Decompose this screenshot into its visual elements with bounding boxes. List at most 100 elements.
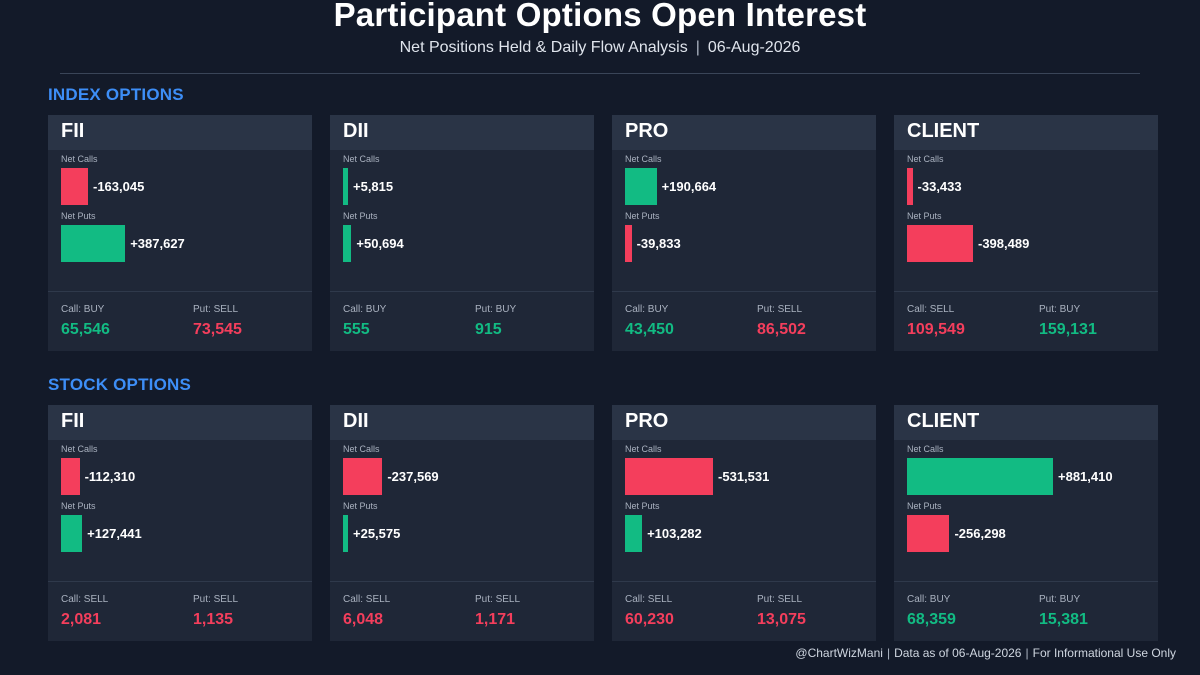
participant-card-dii: DII Net Calls +5,815 Net Puts +50,694 Call: B… xyxy=(330,115,594,351)
subtitle-text: Net Positions Held & Daily Flow Analysis xyxy=(399,39,688,56)
net-calls-bar xyxy=(343,168,348,205)
call-flow-value: 65,546 xyxy=(61,321,110,338)
call-flow-label: Call: SELL xyxy=(61,594,109,605)
section-title: STOCK OPTIONS xyxy=(48,375,192,394)
card-divider xyxy=(612,291,876,292)
section-title: INDEX OPTIONS xyxy=(48,85,184,104)
net-puts-label: Net Puts xyxy=(61,501,96,511)
put-flow-value: 86,502 xyxy=(757,321,806,338)
page-title: Participant Options Open Interest xyxy=(333,0,867,33)
put-flow-value: 1,135 xyxy=(193,611,234,628)
call-flow-label: Call: BUY xyxy=(61,304,105,315)
net-calls-bar xyxy=(343,458,383,495)
card-title: PRO xyxy=(612,115,876,150)
net-calls-label: Net Calls xyxy=(907,444,944,454)
net-puts-value: -256,298 xyxy=(954,526,1006,541)
net-puts-bar xyxy=(343,515,348,552)
participant-card-pro: PRO Net Calls +190,664 Net Puts -39,833 Call:… xyxy=(612,115,876,351)
put-flow-value: 1,171 xyxy=(475,611,516,628)
net-calls-value: -163,045 xyxy=(93,179,145,194)
card-title: CLIENT xyxy=(894,405,1158,440)
net-puts-value: +387,627 xyxy=(130,236,185,251)
put-flow-label: Put: SELL xyxy=(475,594,521,605)
card-divider xyxy=(48,291,312,292)
card-divider xyxy=(330,581,594,582)
net-puts-label: Net Puts xyxy=(625,501,660,511)
put-flow-label: Put: SELL xyxy=(193,594,239,605)
net-puts-value: -39,833 xyxy=(636,236,681,251)
card-divider xyxy=(894,291,1158,292)
put-flow-value: 915 xyxy=(475,321,502,338)
net-calls-label: Net Calls xyxy=(61,444,98,454)
put-flow-label: Put: BUY xyxy=(1039,304,1081,315)
footer: @ChartWizMani | Data as of 06-Aug-2026 | For… xyxy=(795,646,1176,660)
put-flow-value: 159,131 xyxy=(1039,321,1097,338)
net-calls-label: Net Calls xyxy=(625,444,662,454)
net-calls-value: +5,815 xyxy=(353,179,394,194)
net-puts-label: Net Puts xyxy=(907,501,942,511)
header-divider xyxy=(60,73,1140,74)
net-calls-label: Net Calls xyxy=(907,154,944,164)
call-flow-value: 555 xyxy=(343,321,370,338)
net-calls-label: Net Calls xyxy=(343,154,380,164)
net-puts-bar xyxy=(907,225,973,262)
net-puts-value: -398,489 xyxy=(978,236,1030,251)
subtitle-separator: | xyxy=(695,39,700,56)
net-puts-label: Net Puts xyxy=(61,211,96,221)
net-calls-label: Net Calls xyxy=(343,444,380,454)
put-flow-value: 13,075 xyxy=(757,611,806,628)
card-divider xyxy=(48,581,312,582)
call-flow-value: 68,359 xyxy=(907,611,956,628)
card-title: FII xyxy=(48,115,312,150)
footer-handle: @ChartWizMani xyxy=(795,646,883,660)
net-calls-bar xyxy=(625,458,714,495)
net-calls-value: -531,531 xyxy=(718,469,770,484)
card-title: FII xyxy=(48,405,312,440)
net-puts-value: +25,575 xyxy=(353,526,401,541)
footer-separator: | xyxy=(1025,646,1029,660)
net-calls-bar xyxy=(61,168,88,205)
call-flow-label: Call: SELL xyxy=(625,594,673,605)
net-calls-value: +190,664 xyxy=(661,179,717,194)
card-title: CLIENT xyxy=(894,115,1158,150)
card-title: DII xyxy=(330,405,594,440)
net-puts-label: Net Puts xyxy=(625,211,660,221)
footer-separator: | xyxy=(886,646,891,660)
call-flow-value: 6,048 xyxy=(343,611,384,628)
footer-disclaimer: For Informational Use Only xyxy=(1032,646,1176,660)
footer-data-note: Data as of 06-Aug-2026 xyxy=(894,646,1022,660)
call-flow-value: 109,549 xyxy=(907,321,965,338)
page-subtitle: Net Positions Held & Daily Flow Analysis… xyxy=(0,39,1200,57)
net-puts-bar xyxy=(907,515,950,552)
put-flow-label: Put: SELL xyxy=(193,304,239,315)
net-calls-value: +881,410 xyxy=(1058,469,1113,484)
call-flow-value: 43,450 xyxy=(625,321,674,338)
net-puts-bar xyxy=(61,225,126,262)
participant-card-dii: DII Net Calls -237,569 Net Puts +25,575 Call:… xyxy=(330,405,594,641)
net-puts-value: +103,282 xyxy=(647,526,702,541)
net-puts-label: Net Puts xyxy=(343,501,378,511)
call-flow-label: Call: BUY xyxy=(907,594,951,605)
participant-card-fii: FII Net Calls -112,310 Net Puts +127,441 Call… xyxy=(48,405,312,641)
net-calls-bar xyxy=(61,458,80,495)
net-calls-bar xyxy=(625,168,657,205)
net-calls-label: Net Calls xyxy=(625,154,662,164)
card-divider xyxy=(612,581,876,582)
put-flow-value: 73,545 xyxy=(193,321,242,338)
net-puts-label: Net Puts xyxy=(907,211,942,221)
participant-card-pro: PRO Net Calls -531,531 Net Puts +103,282 Call… xyxy=(612,405,876,641)
put-flow-label: Put: SELL xyxy=(757,304,803,315)
card-divider xyxy=(330,291,594,292)
net-puts-label: Net Puts xyxy=(343,211,378,221)
net-puts-bar xyxy=(625,225,632,262)
call-flow-value: 2,081 xyxy=(61,611,102,628)
card-title: PRO xyxy=(612,405,876,440)
call-flow-value: 60,230 xyxy=(625,611,674,628)
net-calls-label: Net Calls xyxy=(61,154,98,164)
put-flow-label: Put: BUY xyxy=(1039,594,1081,605)
net-calls-bar xyxy=(907,168,913,205)
participant-card-client: CLIENT Net Calls +881,410 Net Puts -256,298 C… xyxy=(894,405,1158,641)
net-calls-value: -237,569 xyxy=(387,469,439,484)
net-puts-value: +127,441 xyxy=(87,526,142,541)
put-flow-value: 15,381 xyxy=(1039,611,1088,628)
